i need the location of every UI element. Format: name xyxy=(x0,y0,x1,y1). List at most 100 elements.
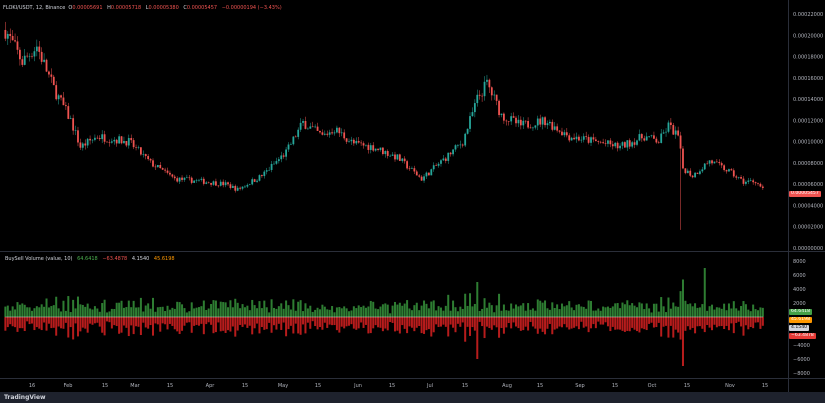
buy-volume-bar xyxy=(217,308,220,317)
sell-volume-bar xyxy=(430,317,433,337)
candle-body xyxy=(144,154,147,157)
sell-volume-bar xyxy=(590,317,593,329)
sell-volume-bar xyxy=(386,317,389,331)
candle-body xyxy=(292,136,295,145)
sell-volume-bar xyxy=(166,317,169,330)
buy-volume-bar xyxy=(176,301,179,317)
candle-body xyxy=(648,136,650,137)
sell-volume-bar xyxy=(292,317,295,334)
candle-body xyxy=(277,159,280,162)
candle-body xyxy=(241,186,244,189)
sell-volume-bar xyxy=(16,317,19,332)
buy-volume-bar xyxy=(580,306,583,317)
sell-volume-bar xyxy=(761,317,764,326)
candle-body xyxy=(62,97,65,106)
candle-body xyxy=(297,129,300,137)
sell-volume-bar xyxy=(84,317,87,329)
time-tick-label: 15 xyxy=(537,383,543,389)
time-tick-label: 15 xyxy=(102,383,108,389)
candle-body xyxy=(23,55,26,65)
buy-volume-bar xyxy=(701,304,704,317)
sell-volume-bar xyxy=(611,317,614,327)
candle-body xyxy=(442,158,445,161)
buy-volume-bar xyxy=(113,309,116,317)
buy-volume-bar xyxy=(239,308,242,317)
buy-volume-bar xyxy=(481,308,484,317)
sell-volume-bar xyxy=(679,317,682,340)
candle-body xyxy=(140,147,142,155)
buy-volume-bar xyxy=(447,294,450,317)
buy-volume-bar xyxy=(168,309,171,317)
buy-volume-bar xyxy=(604,307,607,317)
candle-body xyxy=(631,142,634,147)
sell-volume-bar xyxy=(190,317,193,333)
buy-volume-bar xyxy=(256,308,259,317)
buy-volume-bar xyxy=(556,304,559,317)
candle-body xyxy=(561,131,563,136)
volume-tick-label: −4000 xyxy=(793,343,810,349)
sell-volume-bar xyxy=(667,317,670,338)
buy-volume-bar xyxy=(62,300,65,317)
sell-volume-bar xyxy=(570,317,573,329)
sell-volume-bar xyxy=(485,317,488,327)
candle-body xyxy=(236,187,239,191)
buy-volume-bar xyxy=(623,304,626,317)
candle-body xyxy=(328,132,331,135)
buy-volume-bar xyxy=(118,302,121,317)
candle-body xyxy=(529,127,532,129)
buy-volume-bar xyxy=(210,303,213,317)
candle-body xyxy=(602,142,605,144)
candle-body xyxy=(234,185,237,191)
sell-volume-bar xyxy=(314,317,317,327)
buy-volume-bar xyxy=(735,308,738,317)
tradingview-logo[interactable]: TradingView xyxy=(4,394,46,401)
buy-volume-bar xyxy=(335,307,338,317)
candle-body xyxy=(287,144,290,150)
sell-volume-bar xyxy=(345,317,348,327)
sell-volume-bar xyxy=(173,317,176,330)
buy-volume-bar xyxy=(531,308,534,317)
candle-body xyxy=(495,94,498,101)
buy-volume-bar xyxy=(742,301,745,317)
sell-volume-bar xyxy=(725,317,728,326)
sell-volume-bar xyxy=(500,317,503,328)
candle-body xyxy=(152,160,154,167)
candle-body xyxy=(222,181,225,186)
candle-body xyxy=(461,144,464,146)
sell-volume-bar xyxy=(360,317,363,323)
sell-volume-bar xyxy=(609,317,612,332)
candle-body xyxy=(573,137,575,140)
candle-body xyxy=(219,181,222,186)
buy-volume-bar xyxy=(560,303,563,317)
candle-body xyxy=(415,171,418,176)
candle-body xyxy=(360,142,363,144)
sell-volume-bar xyxy=(193,317,196,326)
candle-body xyxy=(188,177,191,179)
candle-body xyxy=(200,178,203,180)
sell-volume-bar xyxy=(742,317,745,336)
buy-volume-bar xyxy=(456,311,459,317)
buy-volume-bar xyxy=(614,303,617,317)
buy-volume-bar xyxy=(507,310,510,317)
sell-volume-bar xyxy=(522,317,525,331)
buy-volume-bar xyxy=(754,309,757,317)
sell-volume-bar xyxy=(713,317,716,325)
sell-volume-bar xyxy=(575,317,578,327)
candle-body xyxy=(582,136,585,140)
volume-tag-avg: 45.6198 xyxy=(789,317,812,323)
buy-volume-bar xyxy=(362,305,365,317)
buy-volume-bar xyxy=(691,306,694,317)
candle-body xyxy=(263,171,266,177)
sell-volume-bar xyxy=(91,317,94,325)
candle-body xyxy=(348,141,350,142)
sell-volume-bar xyxy=(493,317,496,326)
sell-volume-bar xyxy=(260,317,263,327)
buy-volume-bar xyxy=(190,302,193,317)
sell-volume-bar xyxy=(340,317,343,327)
chart-canvas[interactable]: 0.00022000 0.00020000 0.00018000 0.00016000… xyxy=(0,0,825,392)
candle-body xyxy=(227,182,229,185)
sell-volume-bar xyxy=(188,317,191,323)
buy-volume-bar xyxy=(125,307,128,317)
sell-volume-bar xyxy=(505,317,508,328)
sell-volume-bar xyxy=(139,317,142,336)
